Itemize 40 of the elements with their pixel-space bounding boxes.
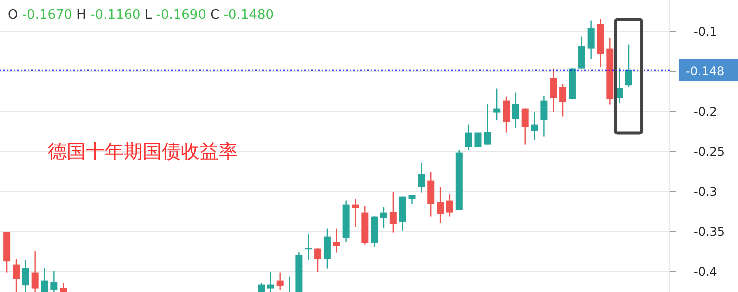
y-tick-label: -0.3 (694, 185, 718, 199)
candlestick (50, 270, 58, 292)
candlestick (522, 108, 529, 146)
annotation: O -0.1670 H -0.1160 L -0.1690 C -0.1480 (8, 8, 274, 23)
y-tick-label: -0.2 (694, 105, 718, 119)
candlestick (324, 228, 331, 270)
candlestick (41, 267, 48, 292)
candlestick (540, 95, 548, 138)
candlestick (380, 206, 388, 229)
candlestick (503, 96, 510, 134)
candlestick (314, 247, 322, 273)
candlestick (437, 186, 444, 224)
candlestick (32, 250, 39, 292)
candlestick (333, 228, 340, 254)
candlestick (418, 162, 426, 194)
y-tick-label: -0.25 (694, 145, 726, 159)
candlestick (267, 271, 274, 292)
candlestick (494, 88, 501, 121)
candlestick (512, 92, 520, 129)
y-tick-label: -0.35 (694, 225, 726, 239)
candlestick (428, 171, 435, 218)
candlestick (352, 198, 360, 228)
candlestick (390, 191, 397, 234)
y-tick-label: -0.1 (694, 25, 718, 39)
candlestick (588, 20, 595, 60)
candlestick (550, 68, 558, 113)
candlestick (276, 272, 284, 291)
text: 德国十年期国债收益率 (48, 141, 238, 163)
candlestick (484, 103, 492, 146)
candlestick (305, 233, 312, 261)
candlestick (626, 44, 633, 88)
candlestick (12, 258, 20, 292)
candlestick (22, 259, 30, 292)
candlestick (465, 124, 472, 151)
ref-line-label: -0.148 (686, 64, 725, 78)
candlestick (531, 111, 538, 141)
candlestick (578, 36, 586, 70)
candlestick (560, 83, 567, 118)
y-tick-label: -0.4 (694, 265, 718, 279)
candlestick (446, 193, 454, 218)
